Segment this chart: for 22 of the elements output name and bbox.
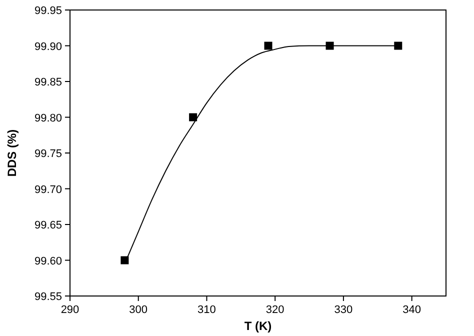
point (189, 113, 198, 122)
point (264, 42, 272, 50)
y-tick-label: 99.55 (34, 291, 62, 303)
y-tick-label: 99.95 (34, 5, 62, 17)
x-tick-label: 300 (129, 304, 148, 316)
y-tick-label: 99.70 (34, 184, 62, 196)
x-tick-label: 310 (198, 304, 216, 316)
x-tick-label: 340 (402, 304, 421, 316)
point (326, 42, 334, 50)
y-tick-label: 99.65 (34, 220, 62, 232)
y-tick-label: 99.80 (34, 112, 62, 124)
y-tick-label: 99.85 (34, 76, 62, 88)
y-axis-title: DDS (%) (5, 129, 19, 177)
point (394, 42, 402, 50)
x-tick-label: 330 (334, 304, 353, 316)
y-tick-label: 99.60 (34, 255, 62, 268)
y-tick-label: 99.90 (34, 40, 62, 53)
x-tick-label: 290 (60, 304, 80, 316)
y-tick-label: 99.75 (34, 148, 62, 160)
point (120, 256, 129, 264)
x-tick-label: 320 (266, 304, 284, 316)
x-axis-title: T (K) (244, 319, 272, 333)
